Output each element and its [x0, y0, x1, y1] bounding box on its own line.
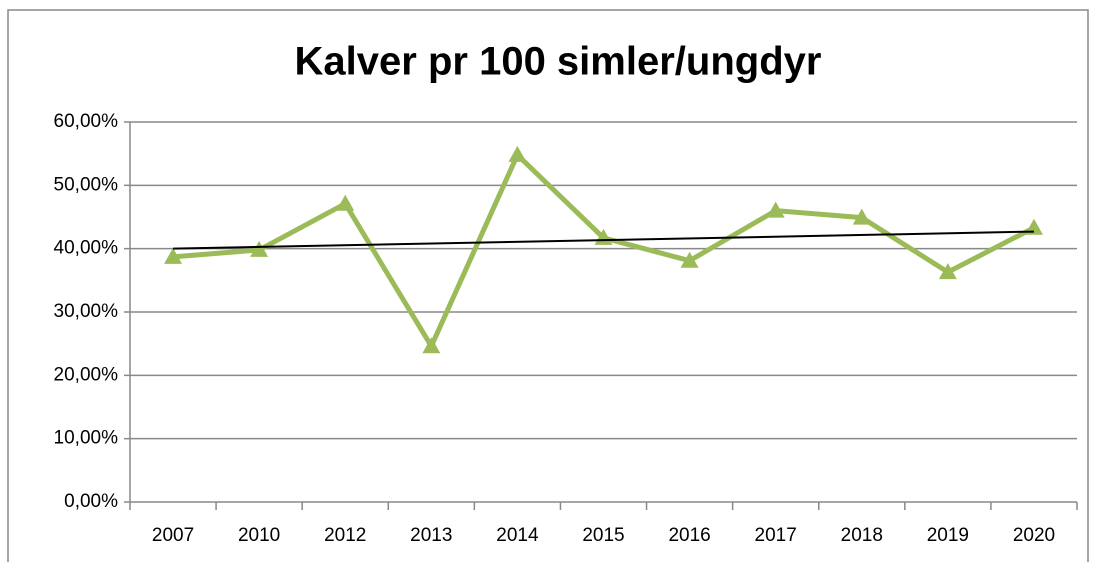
y-tick-label: 50,00% [54, 174, 119, 195]
trendline [173, 230, 1034, 250]
x-tick-label: 2014 [496, 525, 539, 546]
data-marker [680, 251, 699, 268]
y-tick-label: 0,00% [64, 491, 118, 512]
y-tick-label: 60,00% [54, 111, 119, 132]
x-tick-label: 2020 [1013, 525, 1055, 546]
y-tick-label: 30,00% [54, 301, 119, 322]
x-tick-label: 2012 [324, 525, 366, 546]
chart-title: Kalver pr 100 simler/ungdyr [295, 40, 822, 84]
data-marker [164, 247, 183, 264]
data-line [172, 152, 1036, 349]
x-tick-label: 2010 [238, 525, 280, 546]
x-tick-label: 2017 [755, 525, 797, 546]
x-tick-label: 2007 [152, 525, 194, 546]
x-tick-label: 2018 [841, 525, 883, 546]
data-marker [422, 337, 441, 354]
x-tick-label: 2019 [927, 525, 969, 546]
data-marker [336, 194, 355, 211]
x-tick-label: 2016 [668, 525, 710, 546]
data-marker [508, 145, 527, 162]
y-tick-label: 20,00% [54, 364, 119, 385]
data-marker [852, 208, 871, 225]
y-tick-label: 40,00% [54, 238, 119, 259]
x-tick-label: 2013 [410, 525, 452, 546]
data-marker [250, 240, 269, 257]
chart-frame [7, 9, 1089, 562]
y-tick-label: 10,00% [54, 428, 119, 449]
data-marker [766, 201, 785, 218]
x-tick-label: 2015 [582, 525, 624, 546]
data-marker [938, 263, 957, 280]
